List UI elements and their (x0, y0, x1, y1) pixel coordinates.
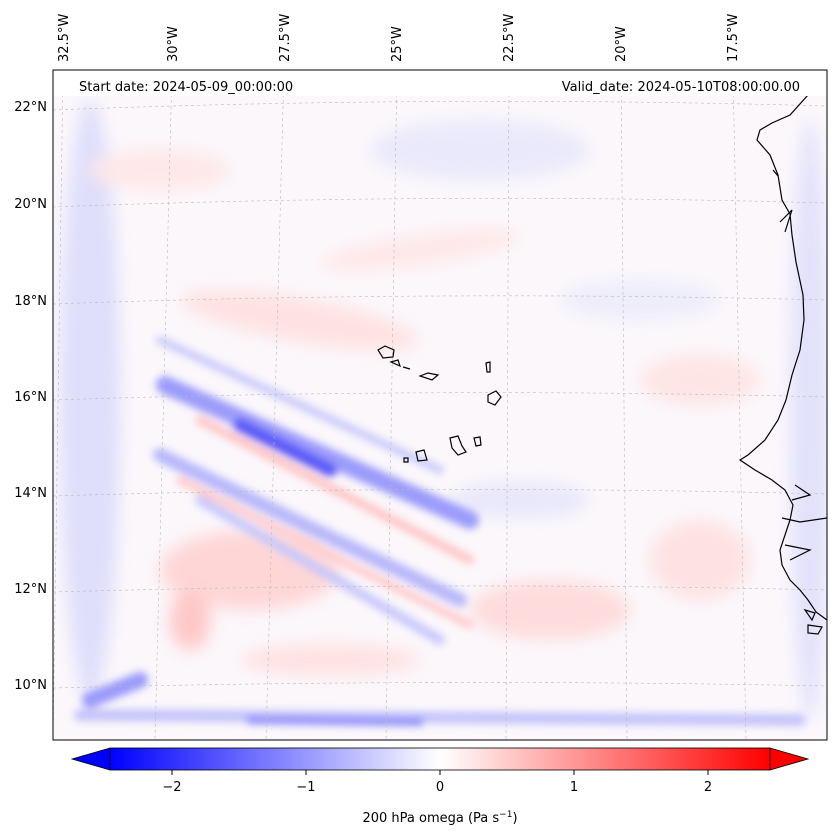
lon-label: 20°W (614, 26, 629, 62)
lat-label: 20°N (14, 197, 47, 212)
colorbar-tick-label: 1 (570, 780, 578, 795)
valid-date-label: Valid_date: 2024-05-10T08:00:00.00 (562, 80, 800, 95)
coastline (377, 70, 827, 635)
colorbar-tick-label: 2 (704, 780, 712, 795)
lat-label: 12°N (14, 582, 47, 597)
colorbar-label-exponent: −1 (499, 810, 512, 820)
lon-label: 30°W (166, 26, 181, 62)
lat-label: 16°N (14, 390, 47, 405)
colorbar: −2 −1 0 1 2 200 hPa omega (Pa s−1) (70, 747, 810, 826)
lon-label: 17.5°W (726, 14, 741, 62)
start-date-label: Start date: 2024-05-09_00:00:00 (79, 80, 293, 95)
colorbar-low-extend (70, 747, 111, 771)
lon-label: 22.5°W (502, 14, 517, 62)
colorbar-label-main: 200 hPa omega (Pa s (362, 811, 499, 826)
lon-label: 32.5°W (57, 14, 72, 62)
map-frame (52, 69, 828, 741)
lat-label: 10°N (14, 678, 47, 693)
lat-label: 22°N (14, 100, 47, 115)
colorbar-ramp (109, 747, 771, 771)
colorbar-high-extend (769, 747, 810, 771)
lat-label: 18°N (14, 294, 47, 309)
colorbar-tick-label: −2 (162, 780, 181, 795)
lon-label: 27.5°W (278, 14, 293, 62)
lat-label: 14°N (14, 486, 47, 501)
lon-label: 25°W (390, 26, 405, 62)
longitude-labels: 32.5°W 30°W 27.5°W 25°W 22.5°W 20°W 17.5… (57, 14, 741, 62)
colorbar-tick-label: 0 (436, 780, 444, 795)
gridlines (53, 70, 827, 740)
latitude-labels: 22°N 20°N 18°N 16°N 14°N 12°N 10°N (14, 100, 47, 693)
colorbar-label-close: ) (512, 811, 517, 826)
colorbar-tick-label: −1 (296, 780, 315, 795)
omega-field (53, 70, 827, 740)
colorbar-label: 200 hPa omega (Pa s−1) (362, 810, 517, 826)
